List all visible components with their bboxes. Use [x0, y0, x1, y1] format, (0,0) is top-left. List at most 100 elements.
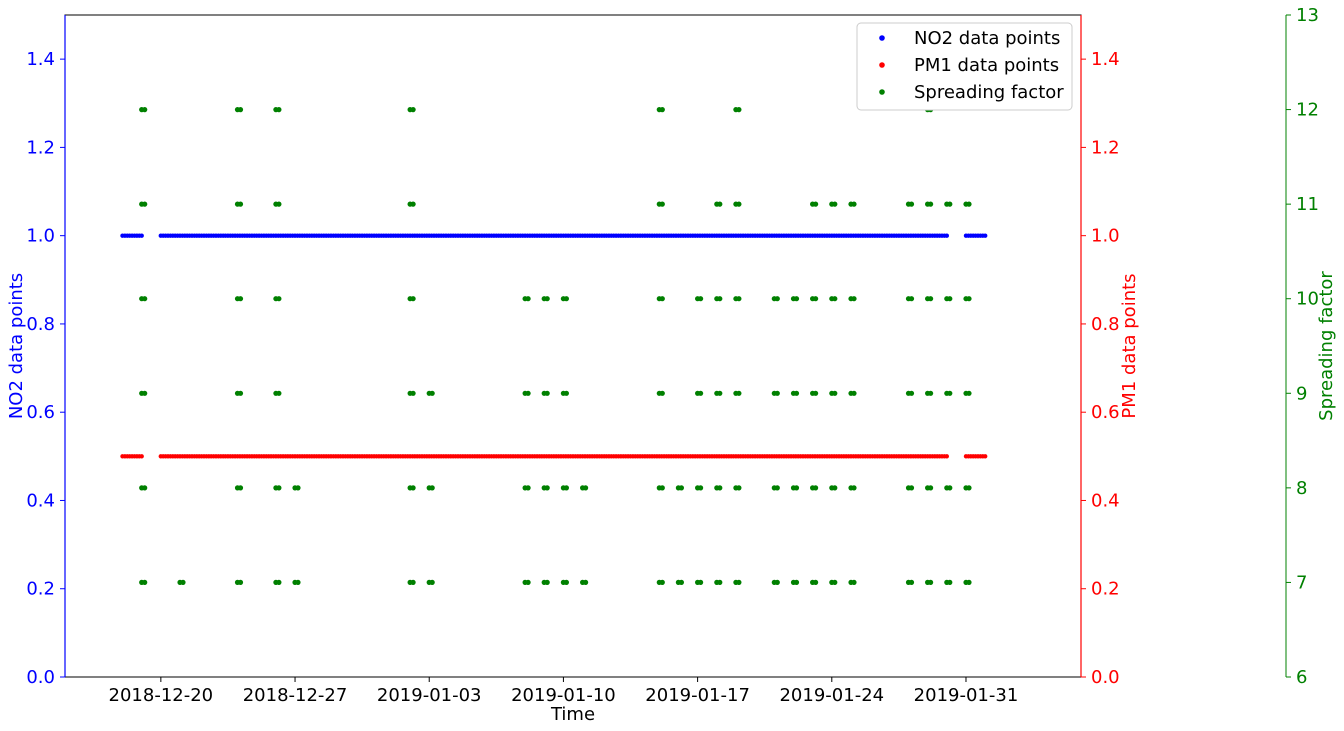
data-point	[237, 201, 244, 207]
y-tick-label: 0.2	[1091, 579, 1120, 600]
data-point	[142, 579, 148, 586]
y-tick-label: 12	[1296, 100, 1319, 121]
data-point	[736, 485, 742, 491]
data-point	[832, 485, 838, 491]
data-point	[583, 579, 589, 586]
data-point	[678, 579, 685, 586]
data-point	[813, 485, 819, 491]
data-point	[983, 454, 988, 459]
data-point	[947, 201, 953, 207]
data-point	[908, 485, 915, 491]
data-point	[813, 579, 819, 586]
data-point	[928, 201, 934, 207]
data-point	[659, 390, 665, 396]
data-point	[851, 579, 857, 586]
data-point	[736, 579, 742, 586]
data-point	[813, 201, 819, 207]
y-axis-label: NO2 data points	[6, 273, 27, 419]
data-point	[410, 107, 416, 113]
y-tick-label: 0.8	[1091, 314, 1120, 335]
data-point	[276, 201, 282, 207]
data-point	[944, 233, 949, 238]
data-point	[139, 454, 144, 459]
legend-box	[856, 22, 1073, 111]
data-point	[698, 296, 704, 302]
data-point	[525, 296, 531, 302]
x-tick-label: 2019-01-17	[645, 685, 750, 706]
data-point	[928, 579, 934, 586]
y-tick-label: 13	[1296, 5, 1319, 26]
data-point	[429, 390, 435, 396]
data-point	[295, 485, 301, 491]
data-point	[180, 579, 186, 586]
data-point	[544, 485, 550, 491]
data-point	[410, 579, 416, 586]
data-point	[736, 201, 742, 207]
data-point	[698, 579, 704, 586]
data-point	[563, 485, 570, 491]
data-point	[698, 390, 704, 396]
data-point	[793, 579, 800, 586]
data-point	[793, 390, 800, 396]
data-point	[237, 296, 244, 302]
data-point	[908, 390, 915, 396]
data-point	[659, 485, 665, 491]
data-point	[237, 579, 244, 586]
data-point	[966, 485, 972, 491]
data-point	[832, 390, 838, 396]
data-point	[966, 390, 972, 396]
x-tick-label: 2019-01-03	[377, 685, 482, 706]
y-tick-label: 0.8	[26, 314, 55, 335]
data-point	[698, 485, 704, 491]
y-tick-label: 8	[1296, 478, 1307, 499]
data-point	[659, 579, 665, 586]
data-point	[928, 296, 934, 302]
data-point	[237, 390, 244, 396]
legend-entry: NO2 data points	[914, 28, 1060, 49]
data-point	[563, 296, 570, 302]
data-point	[947, 390, 953, 396]
data-point	[793, 485, 800, 491]
data-point	[142, 390, 148, 396]
data-point	[276, 390, 282, 396]
y-axis-no2: 0.0 0.2 0.4 0.6 0.8 1.0 1.2 1.4 NO2 data points	[6, 15, 66, 688]
data-point	[832, 579, 838, 586]
data-point	[544, 579, 550, 586]
data-point	[659, 107, 665, 113]
legend-marker	[879, 62, 885, 68]
data-point	[813, 296, 819, 302]
data-point	[851, 390, 857, 396]
data-point	[717, 296, 723, 302]
data-point	[717, 390, 723, 396]
data-point	[429, 485, 435, 491]
data-point	[525, 579, 531, 586]
data-point	[276, 485, 282, 491]
data-point	[142, 296, 148, 302]
data-point	[678, 485, 685, 491]
data-point	[563, 390, 570, 396]
data-point	[544, 296, 550, 302]
y-tick-label: 0.0	[26, 667, 55, 688]
data-point	[410, 296, 416, 302]
data-point	[908, 579, 915, 586]
data-point	[563, 579, 570, 586]
data-point	[793, 296, 800, 302]
data-point	[774, 296, 780, 302]
y-tick-label: 9	[1296, 383, 1307, 404]
x-tick-label: 2019-01-31	[914, 685, 1019, 706]
series-layer	[120, 107, 988, 586]
data-point	[583, 485, 589, 491]
data-point	[851, 485, 857, 491]
data-point	[139, 233, 144, 238]
legend-entry: PM1 data points	[914, 55, 1059, 76]
data-point	[966, 579, 972, 586]
data-point	[832, 296, 838, 302]
y-tick-label: 1.4	[26, 49, 55, 70]
x-tick-label: 2018-12-27	[243, 685, 348, 706]
data-point	[717, 485, 723, 491]
data-point	[717, 579, 723, 586]
data-point	[410, 201, 416, 207]
x-tick-label: 2019-01-10	[511, 685, 616, 706]
y-axis-spreading-factor: 6 7 8 9 10 11 12 13 Spreading factor	[1285, 5, 1337, 688]
legend: NO2 data points PM1 data points Spreading …	[856, 22, 1073, 111]
